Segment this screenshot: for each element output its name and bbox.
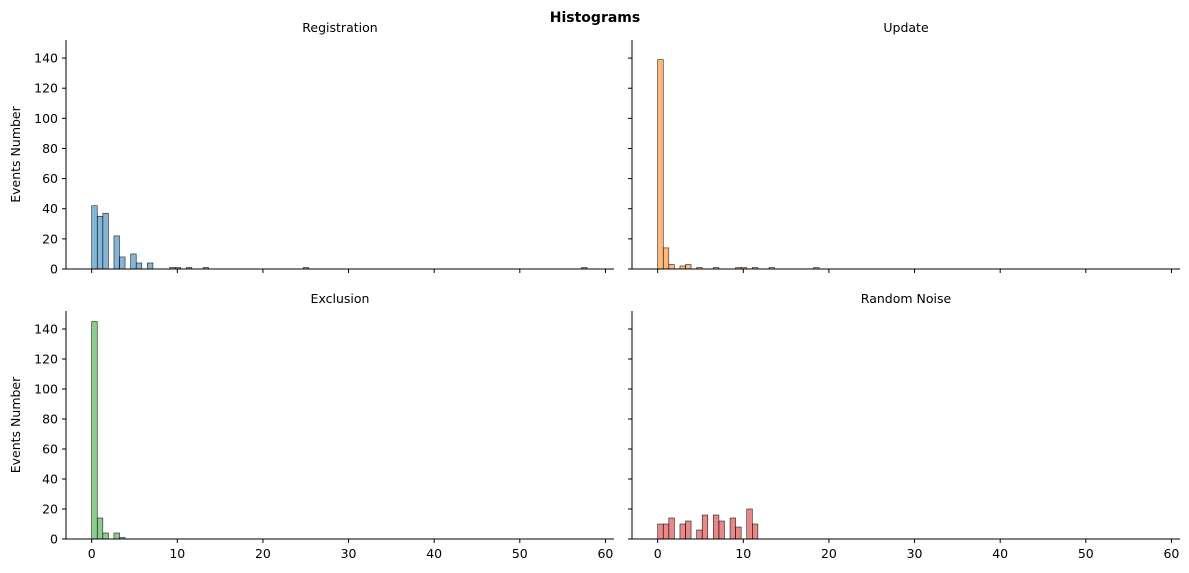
random-noise-bar-10	[735, 526, 742, 540]
random-noise-bar-1	[662, 523, 670, 540]
exclusion-x-tick-label-10: 10	[169, 546, 185, 561]
registration-y-tick-label-20: 20	[42, 231, 58, 246]
random-noise-bar-8	[718, 520, 725, 540]
registration-y-tick-label-40: 40	[42, 201, 58, 216]
registration-title: Registration	[302, 20, 377, 35]
exclusion-x-tick-label-60: 60	[597, 546, 613, 561]
registration-bar-7	[147, 262, 154, 270]
random-noise-x-tick-label-60: 60	[1163, 546, 1179, 561]
registration-y-tick-label-120: 120	[34, 81, 58, 96]
random-noise-x-tick-label-0: 0	[654, 546, 662, 561]
exclusion-y-tick-label-60: 60	[42, 442, 58, 457]
update-bar-4	[685, 264, 692, 270]
random-noise-bar-2	[668, 517, 675, 540]
registration-bar-0	[91, 205, 98, 270]
random-noise-x-tick-label-20: 20	[821, 546, 837, 561]
exclusion-bar-0	[91, 321, 98, 540]
random-noise-x-tick-label-50: 50	[1078, 546, 1094, 561]
exclusion-y-axis-label: Events Number	[8, 376, 23, 473]
exclusion-x-tick-label-20: 20	[255, 546, 271, 561]
exclusion-bar-3	[113, 532, 120, 540]
registration-y-tick-label-100: 100	[34, 111, 58, 126]
exclusion-bar-2	[102, 532, 109, 540]
random-noise-bar-7	[713, 514, 720, 540]
exclusion-y-tick-label-140: 140	[34, 322, 58, 337]
random-noise-x-tick-label-10: 10	[735, 546, 751, 561]
random-noise-title: Random Noise	[861, 291, 952, 306]
registration-y-tick-label-0: 0	[50, 262, 58, 277]
figure-title: Histograms	[550, 10, 640, 26]
exclusion-y-tick-label-20: 20	[42, 502, 58, 517]
registration-bar-5	[130, 253, 137, 270]
random-noise-bar-9	[729, 517, 736, 540]
random-noise-x-tick-label-40: 40	[992, 546, 1008, 561]
registration-bar-4	[119, 256, 126, 270]
exclusion-x-tick-label-30: 30	[341, 546, 357, 561]
exclusion-y-tick-label-120: 120	[34, 352, 58, 367]
exclusion-y-tick-label-80: 80	[42, 412, 58, 427]
registration-y-tick-label-80: 80	[42, 141, 58, 156]
registration-y-tick-label-140: 140	[34, 51, 58, 66]
random-noise-bar-11	[746, 508, 753, 540]
exclusion-panel: 0 20 40 60 80 100 120 140 0 10 20 30 40 50 60 Exclusion…	[8, 291, 614, 561]
update-bar-1	[662, 247, 670, 270]
exclusion-y-tick-label-40: 40	[42, 472, 58, 487]
registration-bar-6	[135, 262, 143, 270]
random-noise-bar-12	[752, 523, 759, 540]
update-bar-0	[657, 59, 664, 270]
exclusion-y-tick-label-100: 100	[34, 382, 58, 397]
registration-bar-1	[96, 215, 104, 270]
exclusion-x-tick-label-50: 50	[512, 546, 528, 561]
random-noise-x-tick-label-30: 30	[907, 546, 923, 561]
registration-bar-2	[102, 212, 109, 270]
exclusion-y-tick-label-0: 0	[50, 532, 58, 547]
exclusion-x-tick-label-0: 0	[88, 546, 96, 561]
random-noise-bar-5	[696, 529, 703, 540]
random-noise-bar-6	[701, 514, 709, 540]
exclusion-bar-1	[96, 517, 104, 540]
random-noise-panel: 0 10 20 30 40 50 60 Random Noise	[628, 291, 1180, 561]
registration-y-tick-label-60: 60	[42, 171, 58, 186]
exclusion-title: Exclusion	[311, 291, 370, 306]
update-bar-2	[668, 264, 675, 270]
exclusion-x-tick-label-40: 40	[426, 546, 442, 561]
update-title: Update	[883, 20, 929, 35]
random-noise-bar-0	[657, 523, 664, 540]
random-noise-bar-4	[685, 520, 692, 540]
random-noise-bar-3	[679, 523, 686, 540]
registration-y-axis-label: Events Number	[8, 105, 23, 202]
update-panel: Update	[628, 20, 1180, 273]
registration-panel: 0 20 40 60 80 100 120 140 Registration Events Num…	[8, 20, 614, 277]
registration-bar-3	[113, 235, 120, 270]
